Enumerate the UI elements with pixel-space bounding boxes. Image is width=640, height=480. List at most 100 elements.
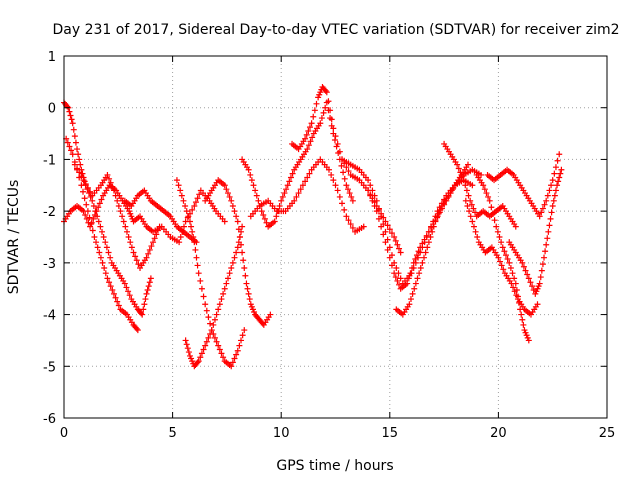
data-point xyxy=(474,234,481,240)
data-point xyxy=(498,239,505,246)
data-point xyxy=(346,190,353,197)
data-point xyxy=(307,138,314,145)
data-point xyxy=(496,234,503,240)
data-point xyxy=(289,170,296,177)
data-point xyxy=(281,190,288,197)
satellite-track-h xyxy=(202,177,274,328)
data-point xyxy=(92,208,99,215)
data-point xyxy=(391,234,398,240)
data-point xyxy=(200,346,207,353)
data-point xyxy=(101,265,108,272)
data-point xyxy=(339,200,346,207)
data-point xyxy=(550,197,557,204)
data-point xyxy=(334,187,341,194)
data-point xyxy=(504,255,511,262)
data-point xyxy=(198,285,205,292)
data-point xyxy=(409,290,416,297)
data-point xyxy=(229,259,236,266)
data-point xyxy=(536,280,543,287)
y-tick-label: -2 xyxy=(43,205,56,220)
data-point xyxy=(546,222,553,229)
data-point xyxy=(150,239,157,246)
data-point xyxy=(429,228,436,235)
data-point xyxy=(253,192,260,199)
data-point xyxy=(71,161,78,168)
data-point xyxy=(467,213,474,220)
data-point xyxy=(194,262,201,269)
data-point xyxy=(318,115,325,122)
data-point xyxy=(229,202,236,209)
data-point xyxy=(224,190,231,197)
data-point xyxy=(422,249,429,256)
data-point xyxy=(143,290,150,297)
grid-lines xyxy=(64,56,607,418)
data-point xyxy=(146,246,153,253)
data-point xyxy=(511,275,518,282)
data-point xyxy=(493,223,500,230)
data-point xyxy=(428,224,435,231)
data-point xyxy=(226,270,233,277)
data-point xyxy=(469,218,476,225)
data-point xyxy=(146,279,153,286)
data-point xyxy=(205,314,212,321)
data-point xyxy=(82,180,89,187)
y-tick-label: 0 xyxy=(48,102,56,117)
data-point xyxy=(248,177,255,184)
data-point xyxy=(369,197,376,204)
data-point xyxy=(103,244,110,251)
data-point xyxy=(97,223,104,230)
data-point xyxy=(336,148,343,155)
data-point xyxy=(83,215,90,222)
data-point xyxy=(486,197,493,204)
data-point xyxy=(322,104,329,111)
data-point xyxy=(519,316,526,323)
chart-title: Day 231 of 2017, Sidereal Day-to-day VTE… xyxy=(53,22,620,38)
data-point xyxy=(151,235,158,242)
data-point xyxy=(240,257,247,264)
data-point xyxy=(180,197,187,204)
data-point xyxy=(271,218,278,225)
data-point xyxy=(506,259,513,266)
data-point xyxy=(241,327,248,334)
data-point xyxy=(216,301,223,308)
data-point xyxy=(498,262,505,269)
data-point xyxy=(386,254,393,261)
data-point xyxy=(541,201,548,208)
data-point xyxy=(74,165,81,172)
data-point xyxy=(239,249,246,256)
data-point xyxy=(548,182,555,189)
data-point xyxy=(457,169,464,176)
data-point xyxy=(552,187,559,194)
data-point xyxy=(84,208,91,215)
data-point xyxy=(494,228,501,235)
data-point xyxy=(247,171,254,178)
data-point xyxy=(543,197,550,204)
data-point xyxy=(411,285,418,292)
x-tick-label: 10 xyxy=(273,426,290,441)
data-point xyxy=(365,177,372,184)
data-point xyxy=(203,307,210,314)
data-point xyxy=(455,165,462,172)
data-point xyxy=(468,201,475,208)
data-point xyxy=(297,186,304,193)
data-point xyxy=(430,223,437,230)
data-point xyxy=(122,223,129,230)
data-point xyxy=(245,166,252,173)
data-point xyxy=(469,182,476,189)
data-point xyxy=(305,142,312,149)
data-point xyxy=(463,187,470,194)
data-point xyxy=(95,204,102,211)
data-point xyxy=(234,218,241,225)
data-point xyxy=(345,168,352,175)
data-point xyxy=(208,327,215,334)
data-point xyxy=(252,187,259,194)
data-point xyxy=(223,186,230,193)
data-point xyxy=(340,169,347,176)
data-point xyxy=(183,341,190,348)
data-point xyxy=(83,201,90,208)
data-point xyxy=(295,190,302,197)
data-point xyxy=(392,274,399,281)
data-point xyxy=(238,241,245,248)
data-point xyxy=(102,270,109,277)
data-point xyxy=(145,283,152,290)
